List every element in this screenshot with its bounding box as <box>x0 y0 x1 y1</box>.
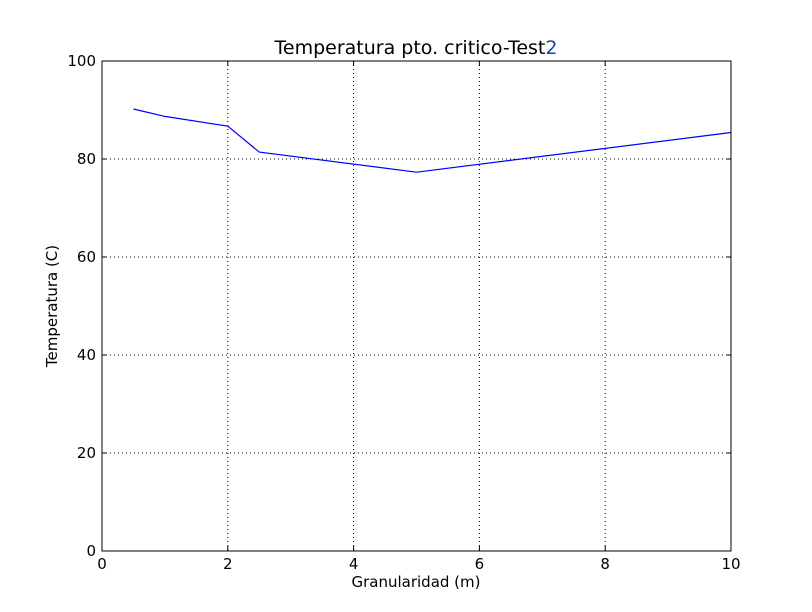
y-axis-label: Temperatura (C) <box>43 245 61 368</box>
ticks <box>101 60 732 552</box>
x-tick-label: 6 <box>475 555 485 573</box>
y-tick-label: 100 <box>67 52 96 70</box>
chart-title: Temperatura pto. critico-Test2 <box>274 37 558 59</box>
grid <box>102 61 731 551</box>
x-tick-label: 2 <box>223 555 233 573</box>
series-line-0 <box>133 108 732 173</box>
y-tick-label: 0 <box>86 542 96 560</box>
series-group <box>133 108 732 173</box>
x-tick-label: 4 <box>349 555 359 573</box>
y-tick-label: 80 <box>77 150 96 168</box>
x-axis-label: Granularidad (m) <box>351 573 480 591</box>
x-tick-label: 0 <box>97 555 107 573</box>
x-tick-label: 8 <box>600 555 610 573</box>
plot-frame <box>101 60 732 552</box>
y-tick-label: 40 <box>77 346 96 364</box>
y-tick-label: 20 <box>77 444 96 462</box>
x-tick-label: 10 <box>721 555 740 573</box>
y-tick-label: 60 <box>77 248 96 266</box>
